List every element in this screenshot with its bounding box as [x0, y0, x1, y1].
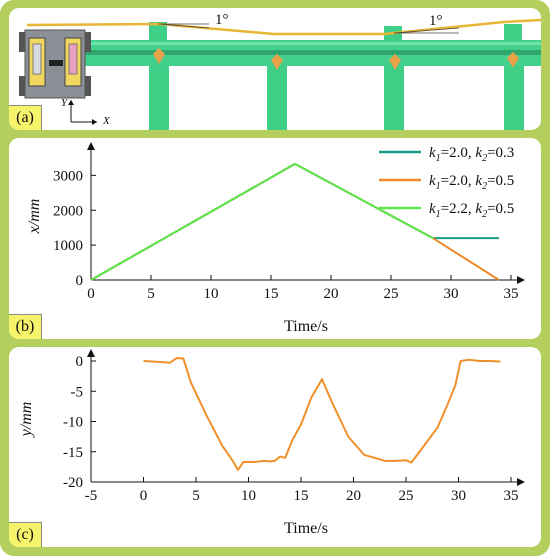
series-line-0	[143, 356, 501, 471]
spacer-block	[507, 52, 519, 68]
y-axis-arrow	[87, 142, 95, 150]
guardrail-beam-highlight	[39, 42, 541, 45]
post	[504, 58, 524, 130]
x-axis-arrow	[517, 276, 525, 284]
post	[267, 56, 287, 130]
spacer-block	[389, 54, 401, 70]
y-tick-label: -5	[71, 384, 84, 400]
y-axis-arrow	[87, 349, 95, 357]
x-tick-label: 35	[504, 286, 519, 302]
chart-c-svg: -5 0 5 10 15 20 25 30 35 0 -5 -10 -15 -20 Time/s y/mm	[18, 349, 525, 537]
panel-label-b: (b)	[9, 314, 42, 339]
x-tick-label: 0	[140, 488, 148, 504]
robot-vehicle	[19, 29, 91, 99]
y-axis-title: x/mm	[26, 199, 43, 235]
y-tick-label: 0	[76, 354, 84, 370]
legend: k1=2.0, k2=0.3 k1=2.0, k2=0.5 k1=2.2, k2=0…	[379, 145, 514, 220]
legend-label: k1=2.0, k2=0.5	[429, 173, 514, 192]
x-tick-label: 35	[504, 488, 519, 504]
y-tick-label: 0	[76, 273, 84, 289]
panel-a-guardrail-illustration: 1° 1° Y X (a)	[9, 8, 541, 130]
angle-reference-line	[158, 23, 210, 29]
coordinate-axes-indicator	[68, 100, 97, 125]
guardrail-scene: 1° 1° Y X	[19, 12, 541, 130]
spacer-block	[153, 48, 165, 64]
panel-label-a: (a)	[9, 105, 42, 130]
x-axis-title: Time/s	[284, 520, 328, 537]
x-tick-label: 30	[444, 286, 459, 302]
x-tick-label: 15	[294, 488, 309, 504]
cable-line	[26, 18, 541, 36]
angle-label-left: 1°	[215, 12, 229, 28]
x-axis-title: Time/s	[284, 318, 328, 335]
x-tick-label: 5	[192, 488, 200, 504]
y-tick-label: -20	[63, 475, 83, 491]
x-tick-label: 0	[87, 286, 95, 302]
x-tick-label: 10	[241, 488, 256, 504]
x-axis-arrow	[517, 478, 525, 486]
spacer-block	[271, 54, 283, 70]
x-tick-label: 15	[264, 286, 279, 302]
series-line-2	[90, 162, 434, 281]
y-axis-title: y/mm	[18, 402, 35, 439]
y-tick-label: 3000	[53, 168, 83, 184]
x-tick-label: 30	[451, 488, 466, 504]
x-tick-label: 20	[346, 488, 361, 504]
y-tick-label: -10	[63, 415, 83, 431]
angle-label-right: 1°	[429, 13, 443, 29]
x-tick-label: 10	[204, 286, 219, 302]
x-tick-label: 5	[147, 286, 155, 302]
axis-y-label: Y	[61, 97, 69, 109]
y-tick-label: 2000	[53, 203, 83, 219]
x-tick-label: -5	[85, 488, 98, 504]
x-tick-label: 25	[399, 488, 414, 504]
y-tick-label: -15	[63, 445, 83, 461]
panel-c-y-displacement-chart: -5 0 5 10 15 20 25 30 35 0 -5 -10 -15 -20 Time/s y/mm…	[9, 347, 541, 547]
guardrail-beam-groove	[39, 50, 541, 55]
x-tick-label: 20	[324, 286, 339, 302]
legend-label: k1=2.0, k2=0.3	[429, 145, 514, 164]
axis-x-label: X	[102, 115, 111, 127]
y-tick-label: 1000	[53, 238, 83, 254]
post	[149, 58, 169, 130]
angle-reference-line	[393, 27, 460, 34]
legend-label: k1=2.2, k2=0.5	[429, 201, 514, 220]
panel-b-x-displacement-chart: 0 5 10 15 20 25 30 35 0 1000 2000 3000 Time/s x/mm …	[9, 138, 541, 339]
panel-label-c: (c)	[9, 522, 42, 547]
x-tick-label: 25	[384, 286, 399, 302]
post	[384, 58, 404, 130]
